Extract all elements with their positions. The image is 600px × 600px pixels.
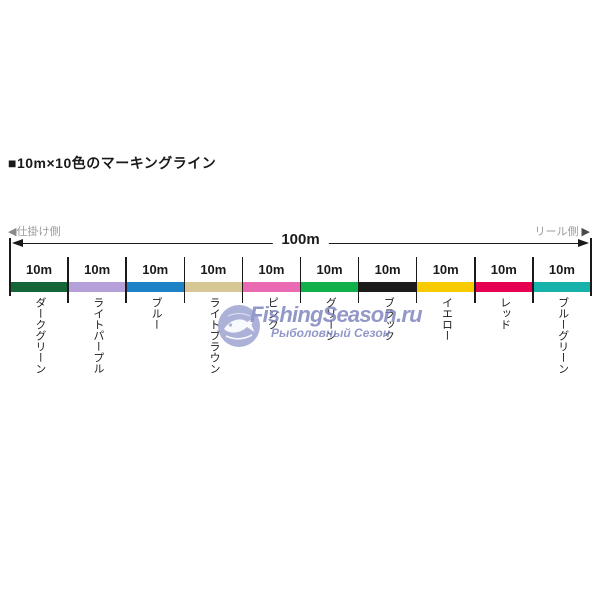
segment-name-row: ダークグリーン ライトパープル ブルー ライトブラウン ピンク グリーン ブラック イエロー レ… [10, 297, 591, 379]
segment-boundary-line-7 [415, 257, 418, 303]
total-length-arrow: 100m [12, 231, 589, 252]
segment-label-cell-5: グリーン [300, 297, 358, 379]
segment-color-bar-3 [184, 282, 243, 292]
segment-name-label-8: レッド [498, 297, 511, 330]
segment-boundary-line-9 [532, 257, 534, 303]
segment-color-bar-2 [126, 282, 185, 292]
segment-color-bar-5 [300, 282, 359, 292]
page-title: ■10m×10色のマーキングライン [8, 155, 217, 171]
segment-boundary-line-2 [125, 257, 127, 303]
segment-label-cell-4: ピンク [242, 297, 300, 379]
rig-side-text: 仕掛け側 [16, 226, 61, 238]
arrow-head-right-icon [578, 239, 589, 248]
segment-label-cell-2: ブルー [126, 297, 184, 379]
segment-color-bar-4 [242, 282, 301, 292]
segment-color-bar-8 [474, 282, 533, 292]
segment-label-cell-3: ライトブラウン [184, 297, 242, 379]
segment-length-label-9: 10m [548, 262, 575, 277]
segment-label-cell-6: ブラック [359, 297, 417, 379]
segment-name-label-7: イエロー [440, 297, 453, 341]
segment-boundary-line-1 [67, 257, 69, 303]
rig-side-label: ◀仕掛け側 [8, 223, 60, 239]
reel-side-text: リール側 [534, 226, 579, 238]
segment-color-row [10, 282, 591, 292]
segment-label-cell-0: ダークグリーン [10, 297, 68, 379]
segment-name-label-4: ピンク [266, 297, 279, 330]
segment-boundary-line-8 [474, 257, 476, 303]
segment-boundary-line-4 [241, 257, 244, 303]
segment-length-label-8: 10m [490, 262, 517, 277]
segment-color-bar-7 [416, 282, 475, 292]
segment-label-cell-7: イエロー [417, 297, 475, 379]
segment-label-cell-9: ブルーグリーン [533, 297, 591, 379]
arrow-head-left-icon [12, 239, 23, 248]
segment-boundary-line-10 [590, 238, 592, 296]
segment-length-label-0: 10m [26, 262, 53, 277]
segment-boundary-line-5 [299, 257, 302, 303]
segment-boundary-line-3 [183, 257, 186, 303]
segment-color-bar-6 [358, 282, 417, 292]
segment-name-label-3: ライトブラウン [208, 297, 221, 374]
segment-length-label-7: 10m [432, 262, 459, 277]
segment-label-cell-8: レッド [475, 297, 533, 379]
segment-length-label-1: 10m [84, 262, 111, 277]
marking-line-band: 10m 10m 10m 10m 10m 10m 10m 10m 10m 10m ダークグリーン ライ… [9, 238, 592, 379]
segment-name-label-5: グリーン [324, 297, 337, 341]
segment-length-row: 10m 10m 10m 10m 10m 10m 10m 10m 10m 10m [10, 257, 591, 282]
segment-color-bar-9 [532, 282, 591, 292]
segment-length-label-6: 10m [374, 262, 401, 277]
reel-side-label: リール側 ▶ [534, 223, 590, 239]
segment-boundary-line-6 [357, 257, 360, 303]
segment-length-label-3: 10m [200, 262, 227, 277]
segment-name-label-2: ブルー [150, 297, 162, 330]
segment-length-label-2: 10m [142, 262, 169, 277]
segment-name-label-1: ライトパープル [91, 297, 104, 374]
segment-color-bar-0 [10, 282, 69, 292]
segment-color-bar-1 [68, 282, 127, 292]
segment-label-cell-1: ライトパープル [68, 297, 126, 379]
segment-boundary-line-0 [9, 238, 11, 296]
left-arrow-icon: ◀ [8, 226, 17, 238]
segment-name-label-0: ダークグリーン [33, 297, 46, 374]
total-length-label: 100m [272, 231, 329, 248]
segment-name-label-6: ブラック [382, 297, 395, 341]
segment-length-label-5: 10m [316, 262, 343, 277]
segment-name-label-9: ブルーグリーン [556, 297, 569, 374]
segment-length-label-4: 10m [258, 262, 285, 277]
right-arrow-icon: ▶ [581, 226, 590, 238]
